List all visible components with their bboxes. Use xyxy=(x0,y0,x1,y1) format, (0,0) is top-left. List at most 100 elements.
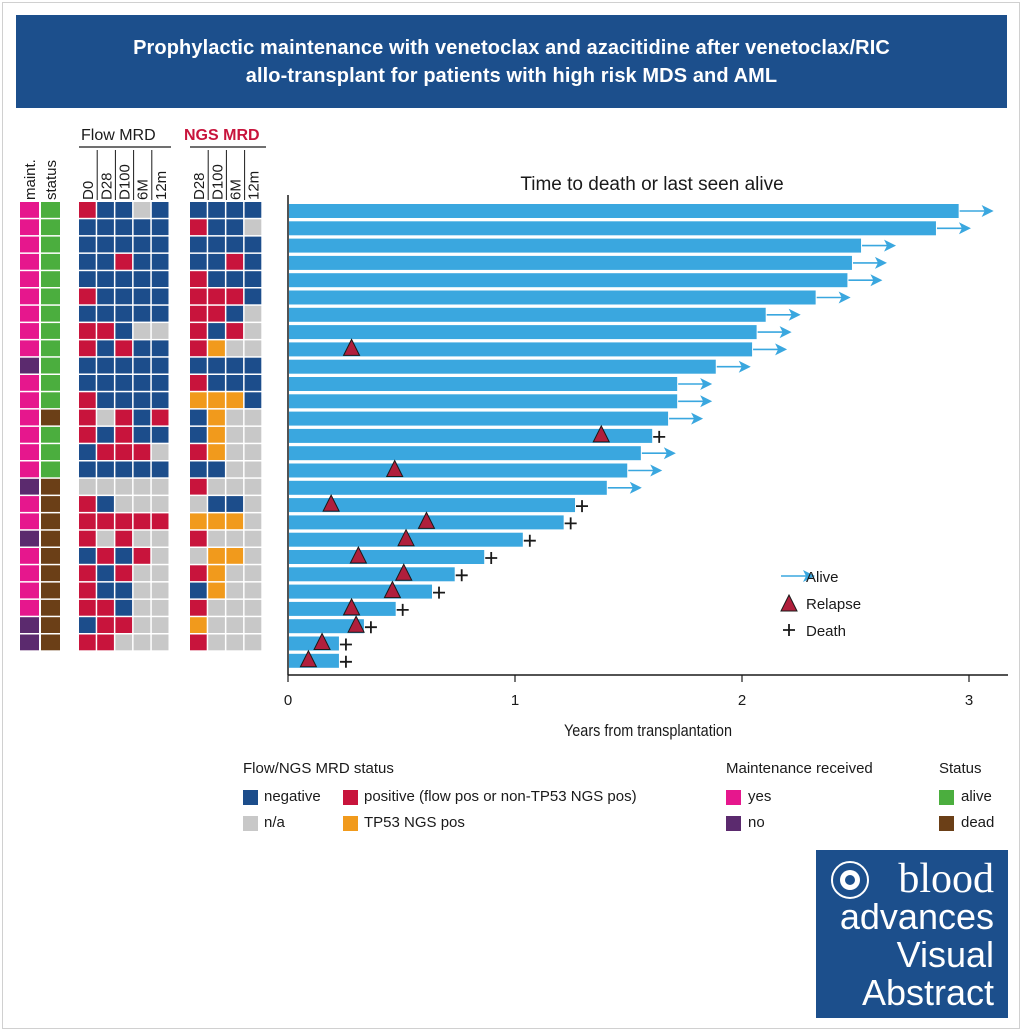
alive-arrow-head xyxy=(650,464,663,477)
flow-mrd-cell xyxy=(115,617,133,633)
ngs-mrd-cell xyxy=(208,271,225,287)
relapse-marker xyxy=(349,545,368,564)
ngs-mrd-cell xyxy=(226,323,244,339)
ngs-mrd-cell xyxy=(190,236,207,253)
ngs-mrd-cell xyxy=(244,426,262,443)
ngs-mrd-cell xyxy=(190,513,207,530)
ngs-mrd-cell xyxy=(226,219,244,236)
status-cell xyxy=(41,409,60,426)
ngs-mrd-cell xyxy=(226,305,244,322)
flow-mrd-cell xyxy=(97,392,114,409)
ngs-mrd-cell xyxy=(226,202,244,218)
ngs-mrd-cell xyxy=(190,340,207,357)
ngs-mrd-cell xyxy=(226,548,244,564)
flow-mrd-cell xyxy=(151,323,169,339)
survival-bar xyxy=(289,255,852,270)
ngs-mrd-cell xyxy=(226,565,244,582)
ngs-mrd-cell xyxy=(244,478,262,495)
flow-col-label: D0 xyxy=(80,181,97,200)
ngs-mrd-cell xyxy=(208,496,225,512)
relapse-marker xyxy=(322,493,340,512)
survival-bar xyxy=(289,636,339,651)
ngs-mrd-cell xyxy=(208,236,225,253)
maint-cell xyxy=(20,548,39,564)
flow-mrd-cell xyxy=(115,478,133,495)
alive-arrow-head xyxy=(788,308,801,321)
ngs-mrd-cell xyxy=(226,375,244,391)
status-cell xyxy=(41,582,60,599)
tp53-label: TP53 NGS pos xyxy=(364,814,465,831)
flow-mrd-cell xyxy=(115,496,133,512)
flow-mrd-cell xyxy=(97,340,114,357)
flow-mrd-cell xyxy=(115,530,133,547)
survival-bar xyxy=(289,411,669,426)
maint-cell xyxy=(20,634,39,651)
flow-mrd-cell xyxy=(151,478,169,495)
flow-mrd-cell xyxy=(79,409,96,426)
ash-seal-icon xyxy=(831,861,869,899)
alive-arrow-head xyxy=(629,481,642,494)
ngs-mrd-cell xyxy=(208,513,225,530)
flow-mrd-cell xyxy=(133,375,151,391)
flow-mrd-cell xyxy=(79,478,96,495)
maint-yes-swatch xyxy=(726,790,741,805)
title-line-2: allo-transplant for patients with high r… xyxy=(245,65,778,87)
alive-arrow-head xyxy=(958,222,971,235)
flow-mrd-cell xyxy=(151,617,169,633)
relapse-marker xyxy=(342,338,361,356)
status-cell xyxy=(41,202,60,218)
maint-cell xyxy=(20,426,39,443)
flow-mrd-cell xyxy=(97,530,114,547)
maint-cell xyxy=(20,496,39,512)
flow-mrd-cell xyxy=(97,305,114,322)
legend-relapse-label: Relapse xyxy=(806,596,861,613)
status-cell xyxy=(41,599,60,616)
flow-mrd-cell xyxy=(133,288,151,305)
flow-mrd-cell xyxy=(151,513,169,530)
flow-mrd-cell xyxy=(79,548,96,564)
ngs-mrd-cell xyxy=(244,634,262,651)
flow-mrd-cell xyxy=(151,392,169,409)
maint-cell xyxy=(20,392,39,409)
flow-mrd-cell xyxy=(79,461,96,478)
flow-mrd-cell xyxy=(115,444,133,460)
survival-bar xyxy=(289,601,396,616)
flow-mrd-cell xyxy=(115,271,133,287)
ngs-mrd-cell xyxy=(208,305,225,322)
ngs-mrd-cell xyxy=(208,478,225,495)
flow-mrd-cell xyxy=(151,444,169,460)
ngs-mrd-cell xyxy=(190,357,207,374)
flow-mrd-cell xyxy=(79,513,96,530)
flow-mrd-cell xyxy=(115,202,133,218)
status-cell xyxy=(41,513,60,530)
negative-label: negative xyxy=(264,788,321,805)
status-column-label: status xyxy=(43,160,60,200)
relapse-marker xyxy=(417,511,436,529)
ngs-mrd-cell xyxy=(244,219,262,236)
flow-mrd-cell xyxy=(115,513,133,530)
flow-mrd-cell xyxy=(79,617,96,633)
flow-mrd-cell xyxy=(151,340,169,357)
survival-bar xyxy=(289,307,766,322)
flow-mrd-cell xyxy=(151,634,169,651)
flow-mrd-cell xyxy=(133,530,151,547)
maint-cell xyxy=(20,478,39,495)
survival-bar xyxy=(289,342,753,357)
flow-mrd-cell xyxy=(133,565,151,582)
ngs-mrd-cell xyxy=(190,219,207,236)
status-cell xyxy=(41,375,60,391)
survival-bar xyxy=(289,359,716,374)
alive-arrow-head xyxy=(874,256,887,269)
flow-col-label: D100 xyxy=(117,164,134,200)
relapse-marker xyxy=(397,528,415,547)
flow-mrd-cell xyxy=(133,305,151,322)
flow-mrd-cell xyxy=(133,461,151,478)
ngs-mrd-cell xyxy=(244,340,262,357)
flow-mrd-cell xyxy=(151,582,169,599)
status-cell xyxy=(41,357,60,374)
flow-mrd-cell xyxy=(97,271,114,287)
status-cell xyxy=(41,548,60,564)
ngs-mrd-cell xyxy=(226,582,244,599)
flow-mrd-cell xyxy=(79,340,96,357)
ngs-mrd-cell xyxy=(208,582,225,599)
